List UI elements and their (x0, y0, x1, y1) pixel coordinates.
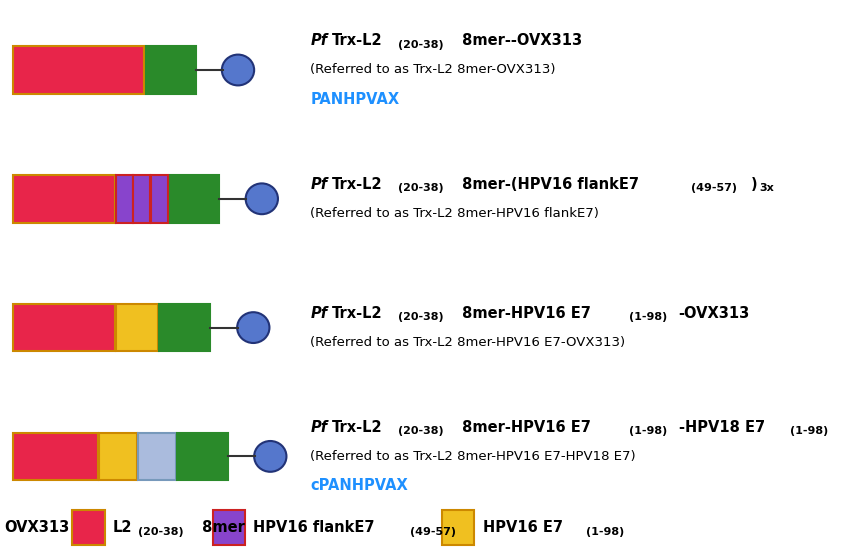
Bar (13, 175, 115, 222)
Text: ): ) (751, 177, 757, 192)
Bar (116, 304, 158, 352)
Text: cPANHPVAX: cPANHPVAX (310, 478, 408, 493)
Bar (138, 432, 176, 480)
Text: OVX313: OVX313 (4, 520, 70, 535)
Text: (Referred to as Trx-L2 8mer-HPV16 flankE7): (Referred to as Trx-L2 8mer-HPV16 flankE… (310, 207, 599, 220)
Text: (20-38): (20-38) (398, 427, 444, 436)
Text: (1-98): (1-98) (629, 427, 667, 436)
Ellipse shape (246, 184, 278, 214)
Ellipse shape (222, 55, 254, 85)
Bar (13, 432, 98, 480)
Text: -HPV18 E7: -HPV18 E7 (678, 420, 765, 435)
Ellipse shape (254, 441, 286, 472)
Text: (20-38): (20-38) (398, 40, 444, 50)
Text: PANHPVAX: PANHPVAX (310, 92, 400, 106)
Text: 8mer-(HPV16 flankE7: 8mer-(HPV16 flankE7 (456, 177, 638, 192)
Bar (116, 175, 133, 222)
Text: Pf: Pf (310, 306, 327, 320)
Bar (146, 46, 196, 94)
Text: Trx-L2: Trx-L2 (332, 420, 383, 435)
Text: L2: L2 (113, 520, 133, 535)
Bar (170, 175, 219, 222)
Bar (442, 510, 474, 545)
Text: Pf: Pf (310, 177, 327, 192)
Text: (1-98): (1-98) (790, 427, 828, 436)
Text: -OVX313: -OVX313 (678, 306, 750, 320)
Bar (99, 432, 137, 480)
Text: Pf: Pf (310, 34, 327, 48)
Ellipse shape (237, 312, 269, 343)
Text: (1-98): (1-98) (586, 527, 624, 536)
Text: (20-38): (20-38) (398, 184, 444, 193)
Text: 8mer: 8mer (197, 520, 245, 535)
Bar (151, 175, 168, 222)
Text: Trx-L2: Trx-L2 (332, 177, 383, 192)
Text: (20-38): (20-38) (398, 312, 444, 322)
Text: Trx-L2: Trx-L2 (332, 34, 383, 48)
Bar (13, 304, 115, 352)
Text: 3x: 3x (759, 184, 774, 193)
Bar (159, 304, 210, 352)
Text: 8mer-HPV16 E7: 8mer-HPV16 E7 (456, 306, 591, 320)
Text: (49-57): (49-57) (410, 527, 456, 536)
Text: (Referred to as Trx-L2 8mer-HPV16 E7-HPV18 E7): (Referred to as Trx-L2 8mer-HPV16 E7-HPV… (310, 450, 636, 463)
Text: (1-98): (1-98) (629, 312, 667, 322)
Bar (133, 175, 150, 222)
Text: Pf: Pf (310, 420, 327, 435)
Text: Trx-L2: Trx-L2 (332, 306, 383, 320)
Bar (177, 432, 228, 480)
Bar (212, 510, 245, 545)
Text: (Referred to as Trx-L2 8mer-HPV16 E7-OVX313): (Referred to as Trx-L2 8mer-HPV16 E7-OVX… (310, 335, 626, 349)
Text: HPV16 flankE7: HPV16 flankE7 (253, 520, 375, 535)
Bar (72, 510, 105, 545)
Text: 8mer-HPV16 E7: 8mer-HPV16 E7 (456, 420, 591, 435)
Text: (Referred to as Trx-L2 8mer-OVX313): (Referred to as Trx-L2 8mer-OVX313) (310, 63, 556, 77)
Text: (49-57): (49-57) (691, 184, 738, 193)
Text: 8mer--OVX313: 8mer--OVX313 (456, 34, 581, 48)
Text: HPV16 E7: HPV16 E7 (483, 520, 563, 535)
Bar (13, 46, 145, 94)
Text: (20-38): (20-38) (139, 527, 184, 536)
